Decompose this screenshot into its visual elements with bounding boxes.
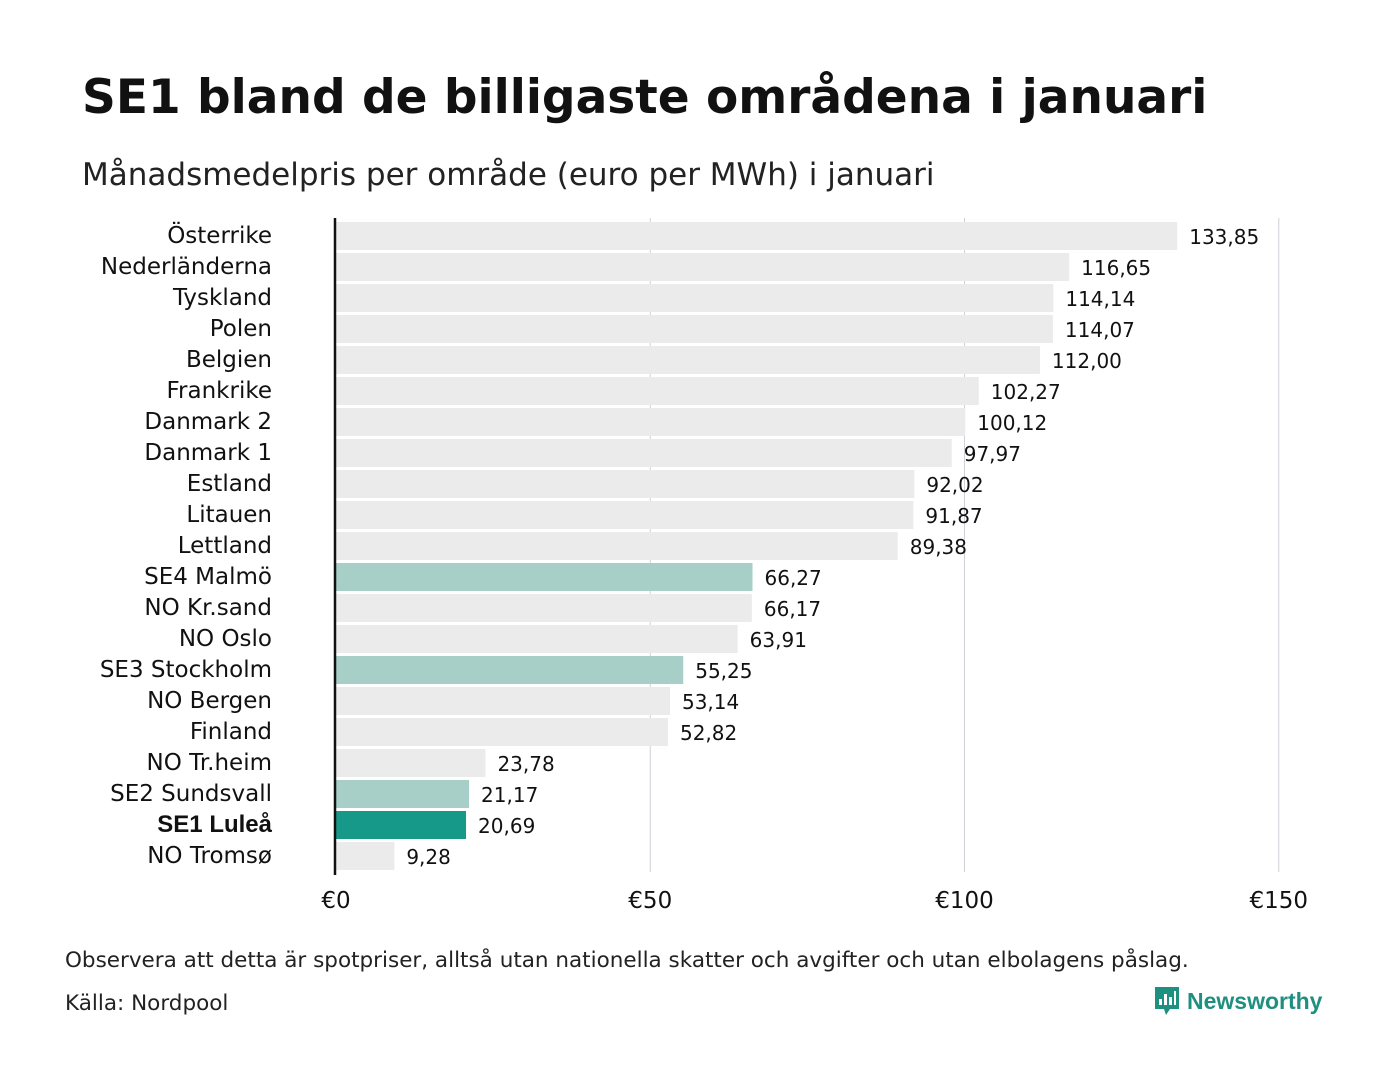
value-label: 97,97: [964, 442, 1021, 466]
category-label: NO Oslo: [179, 626, 272, 652]
value-label: 112,00: [1052, 349, 1122, 373]
value-label: 55,25: [695, 659, 752, 683]
value-label: 53,14: [682, 690, 739, 714]
category-label: Frankrike: [167, 378, 273, 404]
footnote: Observera att detta är spotpriser, allts…: [65, 948, 1189, 973]
bar: [336, 563, 753, 591]
category-label: Danmark 2: [144, 409, 272, 435]
category-label: SE2 Sundsvall: [110, 781, 272, 807]
value-label: 66,17: [764, 597, 821, 621]
value-label: 114,07: [1065, 318, 1135, 342]
bar: [336, 470, 915, 498]
chart-subtitle: Månadsmedelpris per område (euro per MWh…: [82, 157, 935, 193]
category-label: Belgien: [186, 347, 272, 373]
category-label: Estland: [187, 471, 272, 497]
value-label: 66,27: [765, 566, 822, 590]
bar: [336, 842, 395, 870]
value-label: 52,82: [680, 721, 737, 745]
category-label: NO Bergen: [147, 688, 272, 714]
x-tick-label: €100: [935, 888, 994, 914]
category-label: SE4 Malmö: [144, 564, 272, 590]
value-label: 116,65: [1081, 256, 1151, 280]
x-tick-label: €50: [628, 888, 672, 914]
source-note: Källa: Nordpool: [65, 991, 229, 1016]
bar: [336, 501, 914, 529]
category-label: Lettland: [178, 533, 272, 559]
category-label: Finland: [190, 719, 272, 745]
value-label: 92,02: [926, 473, 983, 497]
category-label: NO Kr.sand: [144, 595, 272, 621]
bar: [336, 749, 486, 777]
bar: [336, 532, 898, 560]
newsworthy-logo-icon: [1155, 987, 1179, 1015]
value-label: 23,78: [497, 752, 554, 776]
chart-title: SE1 bland de billigaste områdena i janua…: [82, 70, 1208, 125]
category-label: SE1 Luleå: [157, 811, 272, 838]
category-label: Danmark 1: [144, 440, 272, 466]
category-label: Österrike: [167, 221, 272, 249]
category-label: Tyskland: [172, 285, 272, 311]
value-label: 9,28: [406, 845, 451, 869]
bar: [336, 594, 752, 622]
newsworthy-logo: Newsworthy: [1153, 985, 1322, 1017]
bar: [336, 780, 470, 808]
bar: [336, 687, 670, 715]
bar-chart: €0 €50 €100 €150 133,85 Österrike 116,65 Nederl…: [100, 218, 1308, 914]
value-label: 91,87: [925, 504, 982, 528]
bar: [336, 315, 1053, 343]
category-label: NO Tr.heim: [147, 750, 272, 776]
category-label: Litauen: [186, 502, 272, 528]
bar: [336, 656, 684, 684]
value-label: 133,85: [1189, 225, 1259, 249]
category-label: Nederländerna: [101, 254, 272, 280]
bar: [336, 346, 1040, 374]
logo-text: Newsworthy: [1187, 987, 1323, 1014]
bar: [336, 284, 1054, 312]
value-label: 100,12: [977, 411, 1047, 435]
bar: [336, 222, 1178, 250]
value-label: 102,27: [991, 380, 1061, 404]
bar: [336, 625, 738, 653]
bar: [336, 718, 668, 746]
bar: [336, 408, 966, 436]
category-label: NO Tromsø: [147, 843, 272, 869]
value-label: 114,14: [1065, 287, 1135, 311]
bar: [336, 253, 1070, 281]
value-label: 20,69: [478, 814, 535, 838]
bar: [336, 377, 979, 405]
x-tick-label: €150: [1249, 888, 1308, 914]
x-tick-label: €0: [321, 888, 350, 914]
category-label: Polen: [210, 316, 272, 342]
category-label: SE3 Stockholm: [100, 657, 272, 683]
bar: [336, 811, 467, 839]
value-label: 63,91: [750, 628, 807, 652]
value-label: 89,38: [910, 535, 967, 559]
bar: [336, 439, 952, 467]
value-label: 21,17: [481, 783, 538, 807]
